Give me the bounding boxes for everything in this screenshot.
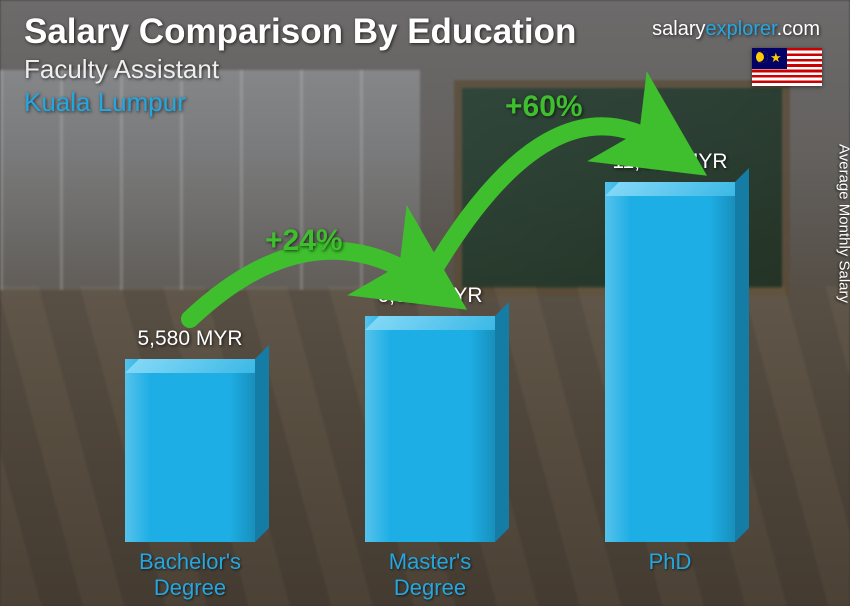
x-category-label: PhD: [580, 549, 760, 600]
bar: 11,000 MYR: [605, 182, 735, 542]
location: Kuala Lumpur: [24, 87, 826, 118]
bar: 5,580 MYR: [125, 359, 255, 542]
x-category-label: Bachelor'sDegree: [100, 549, 280, 600]
job-title: Faculty Assistant: [24, 54, 826, 85]
watermark-part-b: explorer: [706, 18, 777, 40]
flag-icon: [752, 48, 822, 86]
watermark: salaryexplorer.com: [652, 18, 820, 41]
bar-value-label: 6,910 MYR: [377, 284, 482, 308]
bar-chart: 5,580 MYR 6,910 MYR 11,000 MYR: [70, 162, 790, 542]
bar-value-label: 5,580 MYR: [137, 327, 242, 351]
bar-value-label: 11,000 MYR: [612, 150, 727, 174]
bar: 6,910 MYR: [365, 316, 495, 542]
watermark-part-a: salary: [652, 18, 705, 40]
y-axis-label: Average Monthly Salary: [836, 144, 850, 303]
x-axis-labels: Bachelor'sDegree Master'sDegree PhD: [70, 549, 790, 600]
x-category-label: Master'sDegree: [340, 549, 520, 600]
watermark-part-c: .com: [777, 18, 820, 40]
